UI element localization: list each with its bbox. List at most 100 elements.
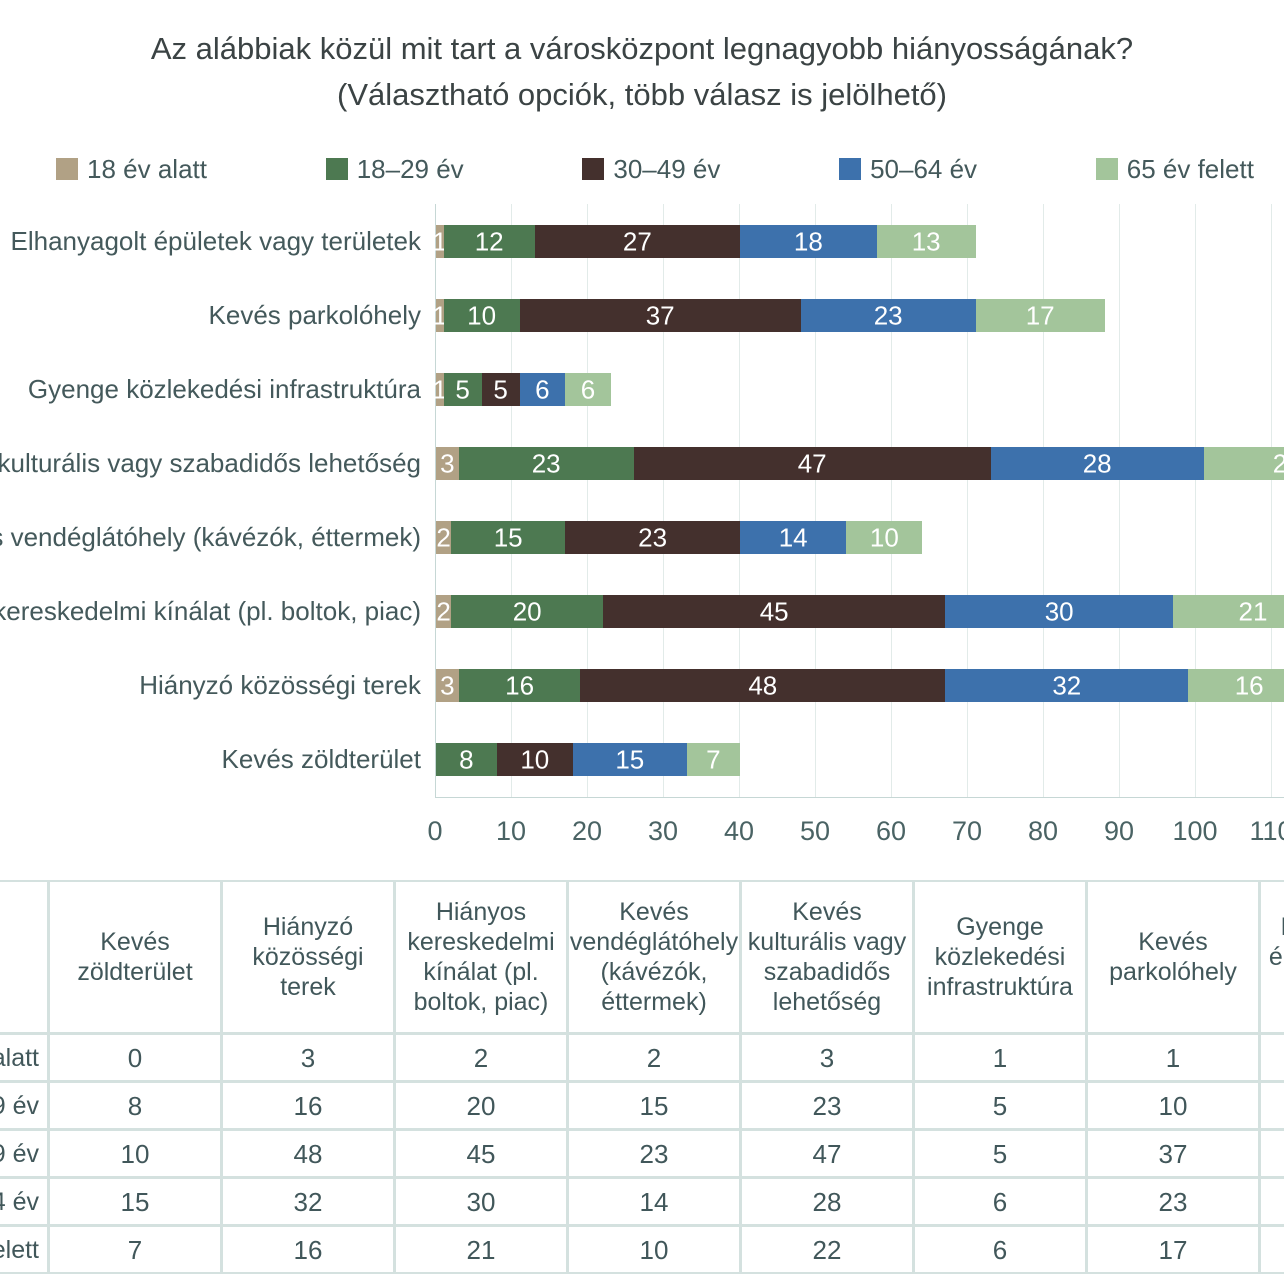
bar-segment-value: 45 bbox=[759, 596, 789, 626]
table-cell: 47 bbox=[742, 1131, 912, 1176]
gridline bbox=[967, 204, 968, 797]
bar-segment-value: 21 bbox=[1238, 596, 1268, 626]
legend-swatch-icon bbox=[582, 158, 605, 180]
bar-segment: 2 bbox=[436, 595, 452, 628]
legend: 18 év alatt 18–29 év 30–49 év 50–64 év 65 év… bbox=[56, 152, 1254, 186]
table-cell: 45 bbox=[396, 1131, 566, 1176]
table-cell: 23 bbox=[569, 1131, 739, 1176]
category-label: Gyenge közlekedési infrastruktúra bbox=[27, 374, 421, 404]
table-cell: 10 bbox=[50, 1131, 220, 1176]
bar-segment-value: 30 bbox=[1044, 596, 1074, 626]
bar-segment: 12 bbox=[443, 225, 535, 258]
bar-segment: 8 bbox=[436, 743, 497, 776]
bar-segment: 48 bbox=[580, 669, 946, 702]
x-axis-tick-label: 80 bbox=[1027, 816, 1059, 846]
bar-segment-value: 17 bbox=[1025, 300, 1055, 330]
bar-segment-value: 13 bbox=[911, 226, 941, 256]
table-cell: 32 bbox=[223, 1179, 393, 1224]
table-cell: 23 bbox=[1088, 1179, 1258, 1224]
gridline bbox=[815, 204, 816, 797]
legend-label: 18–29 év bbox=[356, 153, 464, 184]
bar-segment: 15 bbox=[451, 521, 566, 554]
bar-segment: 17 bbox=[975, 299, 1105, 332]
bar-segment: 6 bbox=[519, 373, 566, 406]
legend-label: 50–64 év bbox=[870, 153, 978, 184]
table-cell bbox=[1261, 1035, 1284, 1080]
table-cell: 1 bbox=[915, 1035, 1085, 1080]
bar-segment: 23 bbox=[565, 521, 740, 554]
table-header-cell: Hiányos kereskedelmi kínálat (pl. boltok… bbox=[396, 882, 566, 1032]
bar-segment: 1 bbox=[433, 373, 447, 406]
bar-segment-value: 1 bbox=[432, 300, 448, 330]
table-cell: 48 bbox=[223, 1131, 393, 1176]
x-axis-tick-label: 0 bbox=[427, 816, 443, 846]
category-label: Kevés vendéglátóhely (kávézók, éttermek) bbox=[0, 522, 421, 552]
table-cell: 23 bbox=[742, 1083, 912, 1128]
table-cell: 10 bbox=[569, 1227, 739, 1272]
bar-segment-value: 23 bbox=[531, 448, 561, 478]
table-cell: 5 bbox=[915, 1083, 1085, 1128]
legend-swatch-icon bbox=[325, 158, 348, 180]
bar-segment-value: 16 bbox=[1234, 670, 1264, 700]
gridline bbox=[891, 204, 892, 797]
table-cell: 0 bbox=[50, 1035, 220, 1080]
bar-segment-value: 20 bbox=[512, 596, 542, 626]
table-header-cell: Hiányzó közösségi terek bbox=[223, 882, 393, 1032]
bar-segment-value: 10 bbox=[869, 522, 899, 552]
bar-segment: 16 bbox=[1188, 669, 1284, 702]
bar-segment-value: 3 bbox=[440, 448, 455, 478]
bar-segment: 22 bbox=[1203, 447, 1284, 480]
table-cell: 15 bbox=[50, 1179, 220, 1224]
legend-item: 18–29 év bbox=[325, 153, 464, 185]
bar-row: 2 20 45 30 21 bbox=[436, 595, 1284, 628]
bar-segment: 18 bbox=[739, 225, 877, 258]
bar-segment-value: 18 bbox=[793, 226, 823, 256]
bar-row: 1 12 27 18 13 bbox=[432, 225, 976, 258]
bar-segment: 13 bbox=[876, 225, 976, 258]
y-axis-line bbox=[435, 204, 436, 797]
chart-title-line2: (Választható opciók, több válasz is jelö… bbox=[337, 77, 947, 112]
chart-title-line1: Az alábbiak közül mit tart a városközpon… bbox=[150, 31, 1134, 66]
table-header-cell: Kevés kulturális vagy szabadidős lehetős… bbox=[742, 882, 912, 1032]
bar-row: 1 10 37 23 17 bbox=[432, 299, 1105, 332]
legend-item: 30–49 év bbox=[582, 154, 720, 185]
bar-segment-value: 1 bbox=[432, 226, 448, 256]
table-cell bbox=[1261, 1227, 1284, 1272]
x-axis-tick-label: 60 bbox=[875, 816, 907, 846]
gridline bbox=[587, 204, 588, 797]
gridline bbox=[663, 204, 664, 797]
category-label: Kevés kulturális vagy szabadidős lehetős… bbox=[0, 448, 421, 478]
table-cell: 6 bbox=[915, 1227, 1085, 1272]
bar-segment: 23 bbox=[800, 299, 976, 332]
bar-segment-value: 48 bbox=[748, 670, 778, 700]
bar-segment: 14 bbox=[739, 521, 847, 554]
table-cell bbox=[1261, 1083, 1284, 1128]
table-cell bbox=[1261, 1179, 1284, 1224]
table-row-label: 18–29 év bbox=[0, 1083, 47, 1128]
table-corner-cell bbox=[0, 882, 47, 1032]
bar-segment: 6 bbox=[565, 373, 611, 406]
table-cell: 5 bbox=[915, 1131, 1085, 1176]
bar-segment-value: 10 bbox=[520, 744, 550, 774]
x-axis-tick-label: 10 bbox=[495, 816, 527, 846]
gridline bbox=[1043, 204, 1044, 797]
category-label: Hiányzó közösségi terek bbox=[139, 670, 421, 700]
table-cell: 28 bbox=[742, 1179, 912, 1224]
category-label: Kevés zöldterület bbox=[221, 744, 421, 774]
x-axis-tick-label: 30 bbox=[647, 816, 679, 846]
table-cell: 2 bbox=[396, 1035, 566, 1080]
table-cell: 7 bbox=[50, 1227, 220, 1272]
bar-segment: 5 bbox=[481, 373, 520, 406]
bar-segment-value: 22 bbox=[1272, 448, 1284, 478]
bar-segment-value: 15 bbox=[493, 522, 523, 552]
x-axis-tick-label: 110 bbox=[1249, 816, 1284, 846]
bar-segment: 1 bbox=[432, 225, 448, 258]
table-header-cell: Gyenge közlekedési infrastruktúra bbox=[915, 882, 1085, 1032]
gridline bbox=[1119, 204, 1120, 797]
bar-row: 8 10 15 7 bbox=[436, 743, 740, 776]
bar-row: 3 23 47 28 22 bbox=[436, 447, 1284, 480]
bar-segment-value: 23 bbox=[638, 522, 668, 552]
bar-segment: 47 bbox=[633, 447, 991, 480]
bar-segment: 15 bbox=[572, 743, 687, 776]
